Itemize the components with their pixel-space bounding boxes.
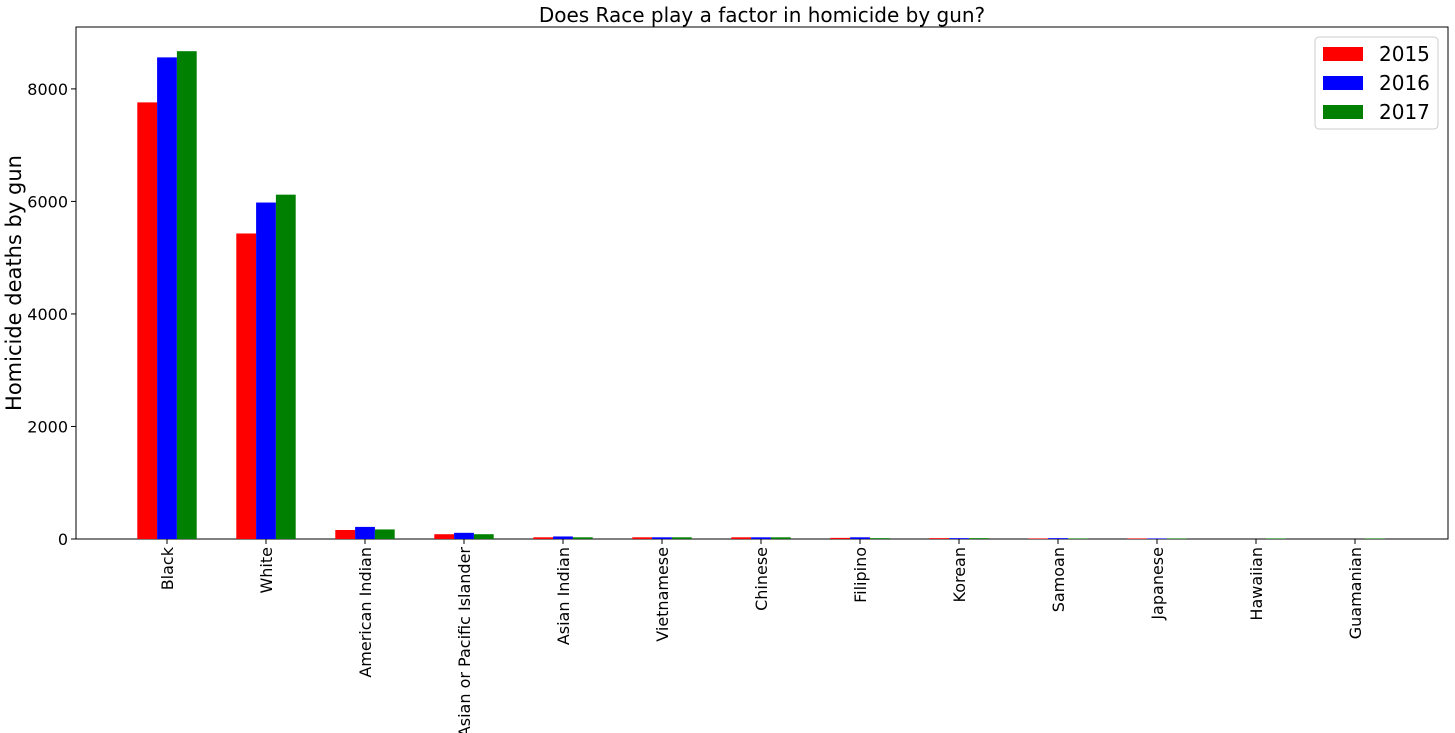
bar-2016-vietnamese [652,537,672,539]
legend-swatch-2017 [1323,105,1363,119]
x-tick-label: Asian or Pacific Islander [455,547,474,733]
legend-swatch-2016 [1323,76,1363,90]
x-tick-label: Samoan [1049,547,1068,612]
bar-2017-filipino [869,538,890,539]
bar-2016-samoan [1048,538,1068,539]
bar-2015-vietnamese [632,537,653,539]
x-tick-label: Hawaiian [1247,547,1266,621]
x-tick-label: Vietnamese [653,547,672,642]
bar-2017-asian-indian [572,537,593,539]
bar-2015-american-indian [335,529,356,539]
bar-2017-chinese [770,537,791,539]
bar-2015-black [137,102,158,540]
x-tick-label: Guamanian [1346,547,1365,639]
x-tick-label: American Indian [356,547,375,678]
legend-swatch-2015 [1323,47,1363,61]
bar-2015-japanese [1127,538,1148,539]
bar-2017-vietnamese [671,537,692,539]
y-tick-label: 6000 [27,192,68,211]
bar-2015-chinese [731,537,752,539]
bar-2016-korean [949,538,969,539]
bar-2017-samoan [1067,538,1088,539]
legend-label-2017: 2017 [1379,100,1430,124]
bar-2017-guamanian [1364,538,1385,539]
x-tick-label: Korean [950,547,969,603]
legend-label-2015: 2015 [1379,42,1430,66]
y-tick-label: 2000 [27,417,68,436]
x-tick-label: Black [158,546,177,590]
bar-2015-samoan [1028,538,1049,539]
chart-title: Does Race play a factor in homicide by g… [539,3,985,27]
bar-2017-asian-or-pacific-islander [473,534,494,539]
bar-2016-filipino [850,537,870,539]
y-tick-label: 4000 [27,305,68,324]
y-tick-label: 0 [58,530,68,549]
x-tick-label: Filipino [851,547,870,603]
bar-2016-chinese [751,537,771,539]
bar-2017-hawaiian [1265,538,1286,539]
bar-2017-korean [968,538,989,539]
x-tick-label: Chinese [752,547,771,611]
x-tick-label: White [257,547,276,594]
bar-2017-american-indian [374,529,395,539]
bar-2016-white [256,202,276,540]
bar-2016-asian-or-pacific-islander [454,532,474,539]
bar-2016-black [157,57,177,539]
bar-2017-japanese [1166,538,1187,539]
bar-2015-white [236,233,257,539]
y-axis-label: Homicide deaths by gun [2,155,26,411]
bar-2017-black [176,51,197,539]
bar-2016-asian-indian [553,536,573,539]
bar-2015-asian-or-pacific-islander [434,534,455,539]
bar-2015-asian-indian [533,537,554,539]
legend: 2015 2016 2017 [1314,36,1439,130]
bar-2015-korean [929,538,950,539]
x-tick-label: Japanese [1148,547,1167,621]
bar-2017-white [275,194,296,539]
legend-label-2016: 2016 [1379,71,1430,95]
bar-2016-japanese [1147,538,1167,539]
plot-area: 0 2000 4000 6000 8000 Black White American Indi… [27,26,1449,733]
x-tick-label: Asian Indian [554,547,573,645]
bar-2015-filipino [830,537,851,539]
y-tick-label: 8000 [27,80,68,99]
bar-2016-american-indian [355,526,375,539]
